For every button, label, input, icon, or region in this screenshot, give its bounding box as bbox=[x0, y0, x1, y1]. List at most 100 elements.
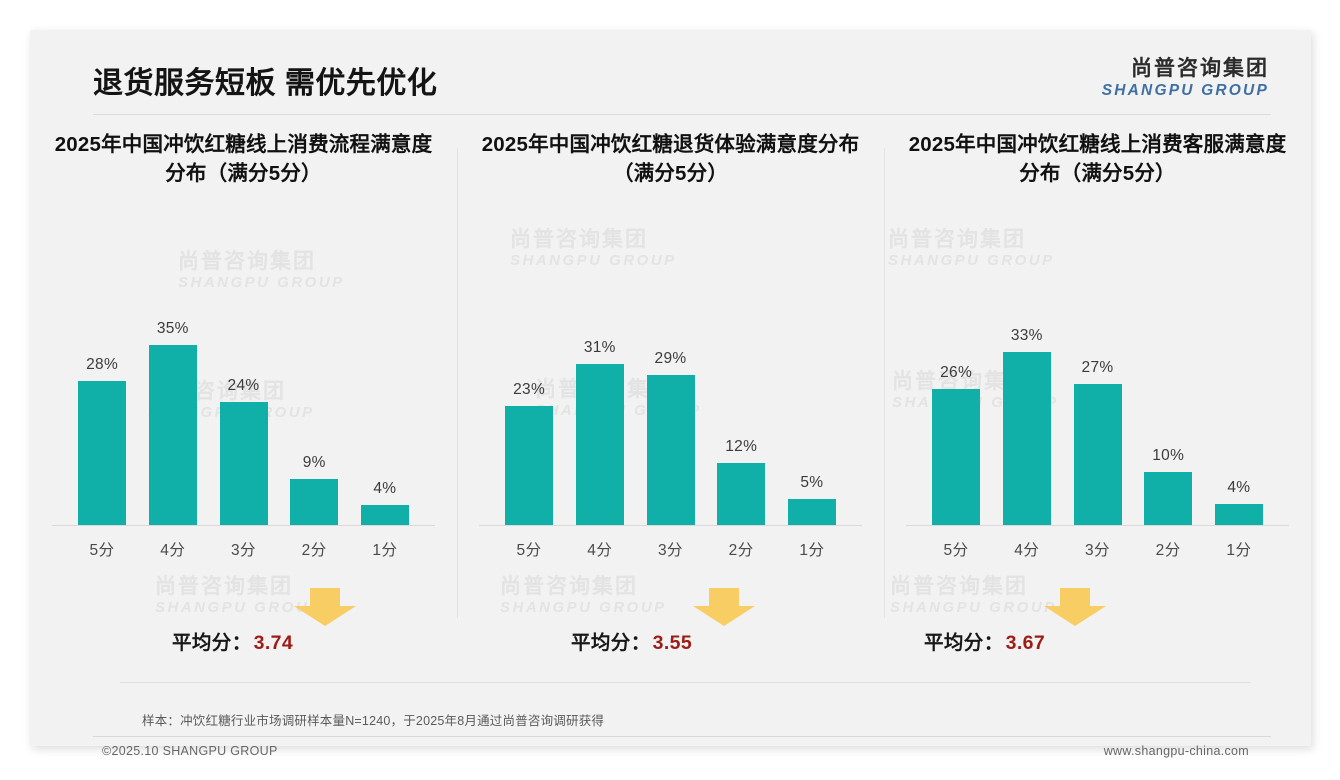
slide-footer: ©2025.10 SHANGPU GROUP www.shangpu-china… bbox=[30, 744, 1311, 774]
x-axis-labels: 5分 4分 3分 2分 1分 bbox=[70, 526, 417, 560]
average-score-text: 平均分： 3.67 bbox=[924, 626, 1045, 655]
slide-header: 退货服务短板 需优先优化 尚普咨询集团 SHANGPU GROUP bbox=[30, 30, 1311, 114]
charts-row: 2025年中国冲饮红糖线上消费流程满意度分布（满分5分） 28% 35% 24% bbox=[30, 130, 1311, 670]
chart-title: 2025年中国冲饮红糖线上消费流程满意度分布（满分5分） bbox=[54, 133, 433, 186]
header-divider bbox=[93, 114, 1271, 115]
bar-value-label: 23% bbox=[513, 381, 546, 398]
down-arrow-icon bbox=[1044, 588, 1106, 626]
average-label: 平均分： bbox=[924, 632, 1004, 654]
footnote-divider bbox=[120, 682, 1250, 683]
brand-logo: 尚普咨询集团 SHANGPU GROUP bbox=[1102, 58, 1269, 99]
bar-chart-plot: 28% 35% 24% 9% bbox=[44, 236, 443, 526]
bar-item: 9% bbox=[282, 236, 346, 526]
average-block: 平均分： 3.55 bbox=[471, 588, 870, 670]
x-tick-label: 5分 bbox=[89, 542, 115, 559]
bar-rect bbox=[646, 375, 695, 526]
bar-item: 10% bbox=[1136, 236, 1200, 526]
average-value: 3.74 bbox=[253, 632, 294, 654]
bar-rect bbox=[148, 345, 197, 526]
x-tick-label: 2分 bbox=[1155, 542, 1181, 559]
average-block: 平均分： 3.74 bbox=[44, 588, 443, 670]
x-axis-line bbox=[52, 525, 435, 526]
chart-panel-1: 2025年中国冲饮红糖线上消费流程满意度分布（满分5分） 28% 35% 24% bbox=[30, 130, 457, 670]
bar-rect bbox=[717, 463, 766, 526]
bar-value-label: 5% bbox=[800, 474, 824, 491]
bar-item: 26% bbox=[924, 236, 988, 526]
bar-item: 35% bbox=[141, 236, 205, 526]
bar-item: 31% bbox=[568, 236, 632, 526]
bar-value-label: 24% bbox=[227, 377, 260, 394]
x-tick-label: 1分 bbox=[1226, 542, 1252, 559]
average-label: 平均分： bbox=[571, 632, 651, 654]
footer-divider bbox=[93, 736, 1271, 737]
down-arrow-icon bbox=[693, 588, 755, 626]
x-axis-line bbox=[479, 525, 862, 526]
bar-chart-plot: 26% 33% 27% 10% bbox=[898, 236, 1297, 526]
page-title: 退货服务短板 需优先优化 bbox=[93, 67, 438, 100]
x-axis-labels: 5分 4分 3分 2分 1分 bbox=[497, 526, 844, 560]
bar-rect bbox=[1144, 472, 1193, 526]
bar-rect bbox=[360, 505, 409, 526]
x-axis-line bbox=[906, 525, 1289, 526]
bar-item: 4% bbox=[1207, 236, 1271, 526]
bar-item: 4% bbox=[353, 236, 417, 526]
bar-value-label: 26% bbox=[940, 364, 973, 381]
bar-value-label: 12% bbox=[725, 438, 758, 455]
logo-english-text: SHANGPU GROUP bbox=[1101, 82, 1269, 99]
bar-rect bbox=[1214, 504, 1263, 526]
x-tick-label: 3分 bbox=[657, 542, 684, 559]
bar-item: 24% bbox=[211, 236, 275, 526]
bar-value-label: 35% bbox=[156, 320, 189, 337]
bar-item: 28% bbox=[70, 236, 134, 526]
x-tick-label: 4分 bbox=[587, 542, 613, 559]
bar-item: 12% bbox=[709, 236, 773, 526]
bar-group: 26% 33% 27% 10% bbox=[924, 236, 1271, 526]
bar-item: 23% bbox=[497, 236, 561, 526]
bar-value-label: 9% bbox=[302, 454, 326, 471]
x-tick-label: 2分 bbox=[301, 542, 327, 559]
bar-value-label: 33% bbox=[1010, 327, 1043, 344]
bar-item: 5% bbox=[780, 236, 844, 526]
average-label: 平均分： bbox=[172, 632, 252, 654]
bar-value-label: 10% bbox=[1152, 447, 1185, 464]
x-tick-label: 3分 bbox=[1084, 542, 1111, 559]
chart-panel-3: 2025年中国冲饮红糖线上消费客服满意度分布（满分5分） 26% 33% 27% bbox=[884, 130, 1311, 670]
average-value: 3.55 bbox=[652, 632, 693, 654]
x-tick-label: 1分 bbox=[799, 542, 825, 559]
bar-group: 28% 35% 24% 9% bbox=[70, 236, 417, 526]
bar-rect bbox=[505, 406, 554, 526]
website-url[interactable]: www.shangpu-china.com bbox=[1103, 744, 1249, 758]
chart-title: 2025年中国冲饮红糖线上消费客服满意度分布（满分5分） bbox=[908, 133, 1287, 186]
bar-chart-plot: 23% 31% 29% 12% bbox=[471, 236, 870, 526]
bar-value-label: 28% bbox=[86, 356, 119, 373]
bar-item: 27% bbox=[1065, 236, 1129, 526]
average-score-text: 平均分： 3.55 bbox=[571, 626, 692, 655]
bar-value-label: 4% bbox=[1227, 479, 1251, 496]
bar-value-label: 29% bbox=[654, 350, 687, 367]
x-tick-label: 2分 bbox=[728, 542, 754, 559]
bar-item: 33% bbox=[995, 236, 1059, 526]
down-arrow-icon bbox=[294, 588, 356, 626]
bar-rect bbox=[932, 389, 981, 526]
x-tick-label: 4分 bbox=[1014, 542, 1040, 559]
x-axis-labels: 5分 4分 3分 2分 1分 bbox=[924, 526, 1271, 560]
bar-group: 23% 31% 29% 12% bbox=[497, 236, 844, 526]
bar-rect bbox=[78, 381, 127, 526]
bar-rect bbox=[575, 364, 624, 526]
chart-panel-2: 2025年中国冲饮红糖退货体验满意度分布（满分5分） 23% 31% 29% bbox=[457, 130, 884, 670]
bar-value-label: 4% bbox=[373, 480, 397, 497]
x-tick-label: 5分 bbox=[516, 542, 542, 559]
x-tick-label: 5分 bbox=[943, 542, 969, 559]
x-tick-label: 3分 bbox=[230, 542, 257, 559]
logo-chinese-text: 尚普咨询集团 bbox=[1131, 57, 1269, 80]
bar-rect bbox=[1073, 384, 1122, 526]
bar-rect bbox=[219, 402, 268, 526]
bar-value-label: 27% bbox=[1081, 359, 1114, 376]
average-value: 3.67 bbox=[1005, 632, 1046, 654]
x-tick-label: 1分 bbox=[372, 542, 398, 559]
x-tick-label: 4分 bbox=[160, 542, 186, 559]
bar-rect bbox=[1002, 352, 1051, 526]
bar-rect bbox=[290, 479, 339, 526]
chart-title: 2025年中国冲饮红糖退货体验满意度分布（满分5分） bbox=[481, 133, 860, 186]
average-score-text: 平均分： 3.74 bbox=[172, 626, 293, 655]
